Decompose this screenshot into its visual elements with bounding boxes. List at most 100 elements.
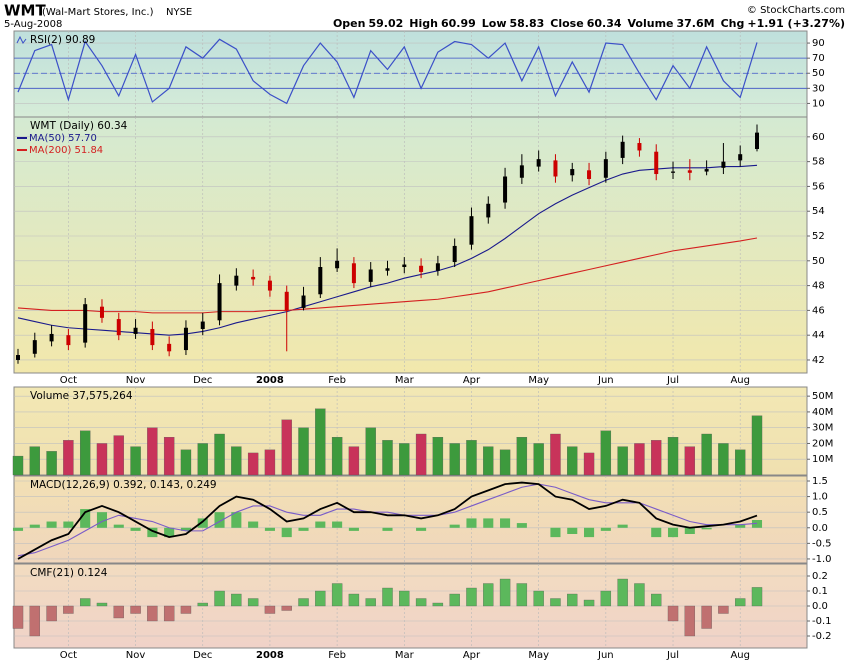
y-tick-label: 46 [812, 305, 825, 316]
candle-body [284, 291, 289, 311]
bar [348, 593, 360, 607]
histogram-bar [29, 524, 40, 528]
bar [264, 449, 276, 476]
y-tick-label: -1.0 [812, 554, 832, 565]
bar [533, 443, 544, 476]
candle-body [16, 355, 20, 360]
histogram-bar [332, 521, 343, 528]
bar [617, 578, 628, 607]
bar [567, 446, 578, 476]
stats-line: Open 59.02 High 60.99 Low 58.83 Close 60.34 Volu… [333, 17, 845, 30]
bar [214, 590, 225, 607]
bar [718, 443, 729, 476]
panel-title: Volume 37,575,264 [30, 390, 133, 402]
stat-label: Low [482, 17, 507, 30]
y-tick-label: 1.0 [812, 492, 828, 503]
histogram-bar [751, 519, 763, 528]
bar [735, 449, 746, 476]
y-tick-label: 1.5 [812, 476, 828, 487]
stat-value: 37.6M [677, 17, 715, 30]
x-tick-label: Jul [666, 375, 679, 386]
candle-body [133, 327, 138, 334]
candle-body [150, 328, 155, 346]
macd-line [17, 483, 758, 557]
y-tick-label: 58 [812, 157, 825, 168]
bar [12, 455, 24, 476]
bar [751, 587, 763, 607]
bar [466, 440, 477, 476]
x-tick-label: Feb [328, 375, 346, 386]
y-tick-label: 60 [812, 132, 825, 143]
bar [499, 449, 511, 476]
histogram-bar [130, 527, 141, 531]
candle-body [637, 143, 642, 151]
histogram-bar [617, 524, 628, 528]
y-tick-label: 70 [812, 53, 825, 64]
histogram-bar [12, 527, 24, 531]
candle-body [49, 333, 54, 342]
candle-body [368, 269, 373, 282]
y-tick-label: 48 [812, 281, 825, 292]
bar [483, 446, 494, 476]
bar [147, 605, 158, 622]
x-tick-label: Oct [60, 650, 77, 661]
bar [130, 446, 141, 476]
y-tick-label: 20M [812, 438, 833, 449]
bar [63, 440, 74, 476]
date: 5-Aug-2008 [4, 19, 62, 30]
stat-label: Volume [628, 17, 674, 30]
bar [449, 593, 460, 607]
histogram-bar [516, 523, 527, 528]
bar [298, 427, 309, 476]
bar [29, 605, 40, 637]
bar [264, 605, 276, 614]
x-tick-label: Feb [328, 650, 346, 661]
bar [46, 605, 57, 622]
bar [382, 440, 393, 476]
candle-body [452, 245, 457, 263]
bar [29, 446, 40, 476]
bar [735, 598, 746, 607]
candle-body [402, 264, 407, 268]
bar [415, 598, 427, 607]
histogram-bar [298, 527, 309, 531]
legend-entry: WMT (Daily) 60.34 [30, 120, 128, 132]
bar [634, 583, 645, 607]
candle-body [738, 154, 743, 161]
x-tick-label: 2008 [256, 375, 284, 386]
bar [113, 605, 124, 619]
candle-body [32, 340, 37, 354]
stat-value: 60.99 [441, 17, 476, 30]
bar [46, 451, 57, 476]
histogram-bar [147, 527, 158, 538]
bar [751, 415, 763, 476]
y-tick-label: 40M [812, 407, 833, 418]
panel-background [13, 30, 808, 118]
histogram-bar [63, 521, 74, 528]
bar [348, 446, 360, 476]
bar [63, 605, 74, 614]
bar [684, 446, 696, 476]
histogram-bar [550, 527, 561, 538]
x-tick-label: May [528, 375, 549, 386]
credit: © StockCharts.com [747, 5, 845, 16]
y-tick-label: 10 [812, 98, 825, 109]
histogram-bar [416, 527, 427, 531]
bar [651, 440, 662, 476]
stat-label: Chg [721, 17, 745, 30]
histogram-bar [483, 518, 494, 528]
candle-body [318, 267, 323, 295]
x-tick-label: Aug [730, 375, 750, 386]
bar [197, 443, 208, 476]
stat-value: 59.02 [368, 17, 403, 30]
x-tick-label: Apr [463, 650, 481, 661]
stat-label: Open [333, 17, 366, 30]
x-tick-label: Nov [126, 650, 146, 661]
y-tick-label: 50M [812, 391, 833, 402]
bar [600, 590, 612, 607]
bar [315, 408, 326, 476]
candle-body [385, 268, 390, 271]
exchange: NYSE [166, 7, 192, 18]
candle-body [587, 170, 592, 179]
